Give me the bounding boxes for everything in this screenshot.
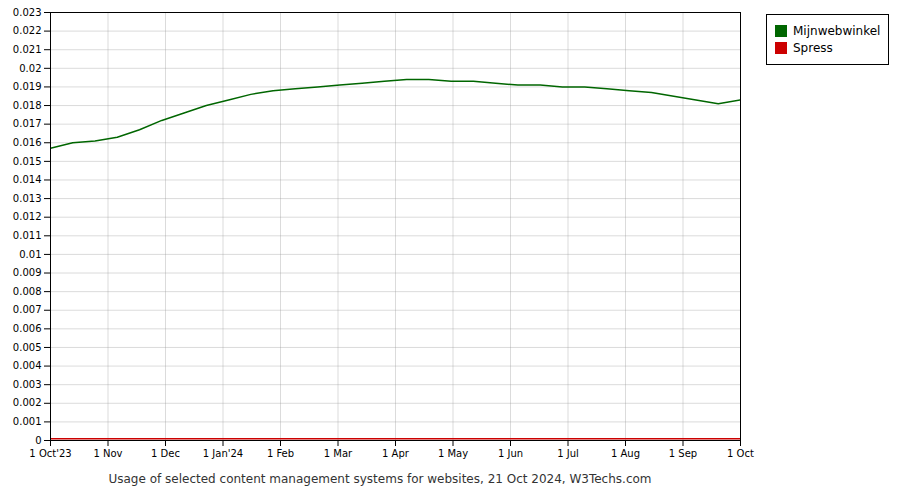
svg-text:1 Jul: 1 Jul <box>557 448 579 459</box>
svg-text:0.001: 0.001 <box>13 416 42 427</box>
svg-text:0.013: 0.013 <box>13 193 42 204</box>
svg-text:0.002: 0.002 <box>13 397 42 408</box>
svg-text:1 Oct: 1 Oct <box>727 448 754 459</box>
svg-text:1 Jan'24: 1 Jan'24 <box>203 448 243 459</box>
svg-text:0.022: 0.022 <box>13 25 42 36</box>
svg-text:1 Oct'23: 1 Oct'23 <box>29 448 71 459</box>
svg-text:0.014: 0.014 <box>13 174 42 185</box>
html-text:Usage of selected content mana: Usage of selected content management sys… <box>108 472 652 486</box>
svg-text:0.017: 0.017 <box>13 118 42 129</box>
svg-text:0.008: 0.008 <box>13 286 42 297</box>
svg-text:0.009: 0.009 <box>13 267 42 278</box>
svg-text:1 May: 1 May <box>438 448 468 459</box>
html-text:Spress: Spress <box>793 41 833 55</box>
svg-text:1 Nov: 1 Nov <box>93 448 122 459</box>
svg-text:0.011: 0.011 <box>13 230 42 241</box>
svg-text:1 Feb: 1 Feb <box>267 448 294 459</box>
svg-text:0.02: 0.02 <box>19 63 41 74</box>
svg-text:1 Mar: 1 Mar <box>324 448 353 459</box>
svg-text:1 Apr: 1 Apr <box>382 448 410 459</box>
svg-text:0.006: 0.006 <box>13 323 42 334</box>
svg-text:1 Aug: 1 Aug <box>611 448 640 459</box>
svg-text:0.004: 0.004 <box>13 360 42 371</box>
svg-text:0.015: 0.015 <box>13 156 42 167</box>
svg-text:0.007: 0.007 <box>13 304 42 315</box>
svg-text:0.019: 0.019 <box>13 81 42 92</box>
svg-text:0.023: 0.023 <box>13 7 42 18</box>
svg-text:1 Dec: 1 Dec <box>151 448 180 459</box>
svg-text:0.003: 0.003 <box>13 379 42 390</box>
svg-text:0.01: 0.01 <box>19 249 41 260</box>
svg-text:1 Sep: 1 Sep <box>669 448 697 459</box>
svg-text:1 Jun: 1 Jun <box>498 448 523 459</box>
html-text:Mijnwebwinkel: Mijnwebwinkel <box>793 24 881 38</box>
svg-text:0.005: 0.005 <box>13 342 42 353</box>
svg-text:0.012: 0.012 <box>13 211 42 222</box>
svg-text:0: 0 <box>35 435 41 446</box>
svg-text:0.021: 0.021 <box>13 44 42 55</box>
svg-text:0.016: 0.016 <box>13 137 42 148</box>
svg-text:0.018: 0.018 <box>13 100 42 111</box>
